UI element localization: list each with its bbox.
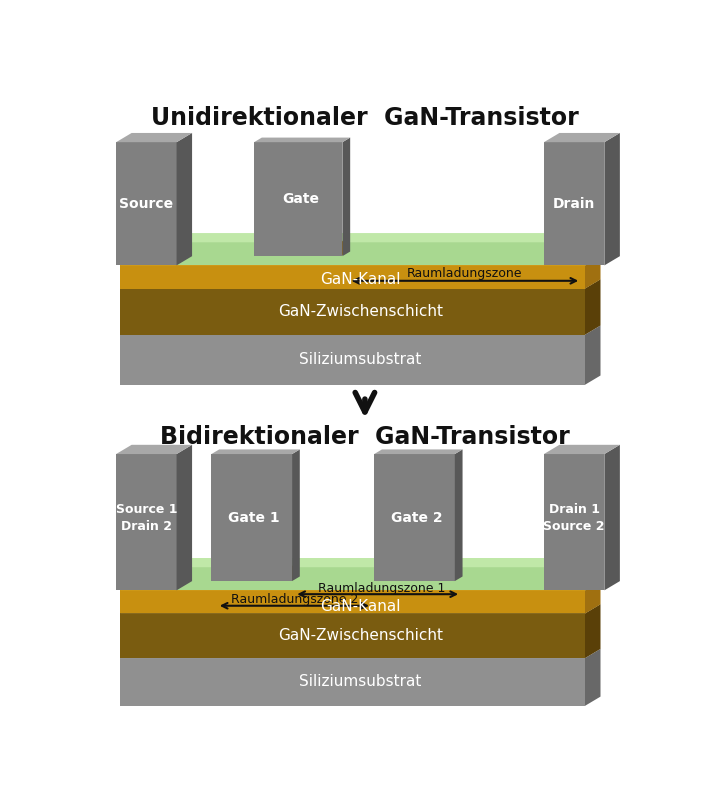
Polygon shape (544, 445, 620, 454)
Text: GaN-Zwischenschicht: GaN-Zwischenschicht (278, 628, 443, 643)
Polygon shape (120, 326, 600, 334)
Polygon shape (120, 649, 600, 658)
Polygon shape (254, 142, 342, 256)
Polygon shape (120, 242, 585, 266)
Polygon shape (375, 450, 463, 454)
Polygon shape (120, 289, 585, 334)
Polygon shape (256, 242, 341, 256)
Polygon shape (120, 658, 585, 706)
Text: Source 1
Drain 2: Source 1 Drain 2 (115, 503, 177, 534)
Polygon shape (120, 604, 600, 614)
Text: GaN-Kanal: GaN-Kanal (320, 599, 400, 614)
Polygon shape (116, 454, 177, 590)
Polygon shape (585, 256, 600, 289)
Polygon shape (544, 142, 604, 266)
Polygon shape (604, 133, 620, 266)
Polygon shape (116, 133, 192, 142)
Text: Gate 2: Gate 2 (391, 510, 443, 525)
Polygon shape (120, 567, 585, 590)
Polygon shape (120, 334, 585, 385)
Polygon shape (116, 142, 177, 266)
Polygon shape (254, 138, 350, 142)
Polygon shape (454, 565, 456, 581)
Text: Source: Source (120, 197, 174, 210)
Text: Gate 1: Gate 1 (229, 510, 280, 525)
Polygon shape (292, 450, 300, 581)
Polygon shape (290, 565, 293, 581)
Polygon shape (342, 138, 350, 256)
Polygon shape (211, 450, 300, 454)
Polygon shape (375, 454, 455, 581)
Polygon shape (455, 450, 463, 581)
Polygon shape (120, 233, 600, 242)
Polygon shape (120, 266, 585, 289)
Polygon shape (211, 454, 292, 581)
Text: Raumladungszone 2: Raumladungszone 2 (231, 593, 358, 606)
Polygon shape (177, 133, 192, 266)
Polygon shape (116, 445, 192, 454)
Polygon shape (585, 326, 600, 385)
Polygon shape (120, 581, 600, 590)
Polygon shape (585, 581, 600, 614)
Text: Bidirektionaler  GaN-Transistor: Bidirektionaler GaN-Transistor (160, 425, 570, 449)
Polygon shape (120, 590, 585, 614)
Polygon shape (120, 256, 600, 266)
Polygon shape (120, 614, 585, 658)
Polygon shape (177, 445, 192, 590)
Polygon shape (213, 567, 290, 581)
Text: Unidirektionaler  GaN-Transistor: Unidirektionaler GaN-Transistor (151, 106, 579, 130)
Polygon shape (341, 240, 344, 256)
Polygon shape (544, 454, 604, 590)
Text: Drain 1
Source 2: Drain 1 Source 2 (543, 503, 605, 534)
Text: GaN-Zwischenschicht: GaN-Zwischenschicht (278, 304, 443, 319)
Polygon shape (585, 604, 600, 658)
Polygon shape (544, 133, 620, 142)
Text: Raumladungszone: Raumladungszone (407, 266, 523, 280)
Polygon shape (585, 279, 600, 334)
Polygon shape (120, 279, 600, 289)
Polygon shape (120, 558, 600, 567)
Text: Siliziumsubstrat: Siliziumsubstrat (299, 674, 422, 690)
Polygon shape (376, 567, 454, 581)
Polygon shape (585, 649, 600, 706)
Polygon shape (585, 558, 600, 590)
Text: GaN-Kanal: GaN-Kanal (320, 272, 400, 286)
Polygon shape (604, 445, 620, 590)
Text: Gate: Gate (282, 192, 319, 206)
Text: Raumladungszone 1: Raumladungszone 1 (318, 582, 445, 594)
Polygon shape (585, 233, 600, 266)
Text: Drain: Drain (553, 197, 595, 210)
Text: Siliziumsubstrat: Siliziumsubstrat (299, 352, 422, 367)
